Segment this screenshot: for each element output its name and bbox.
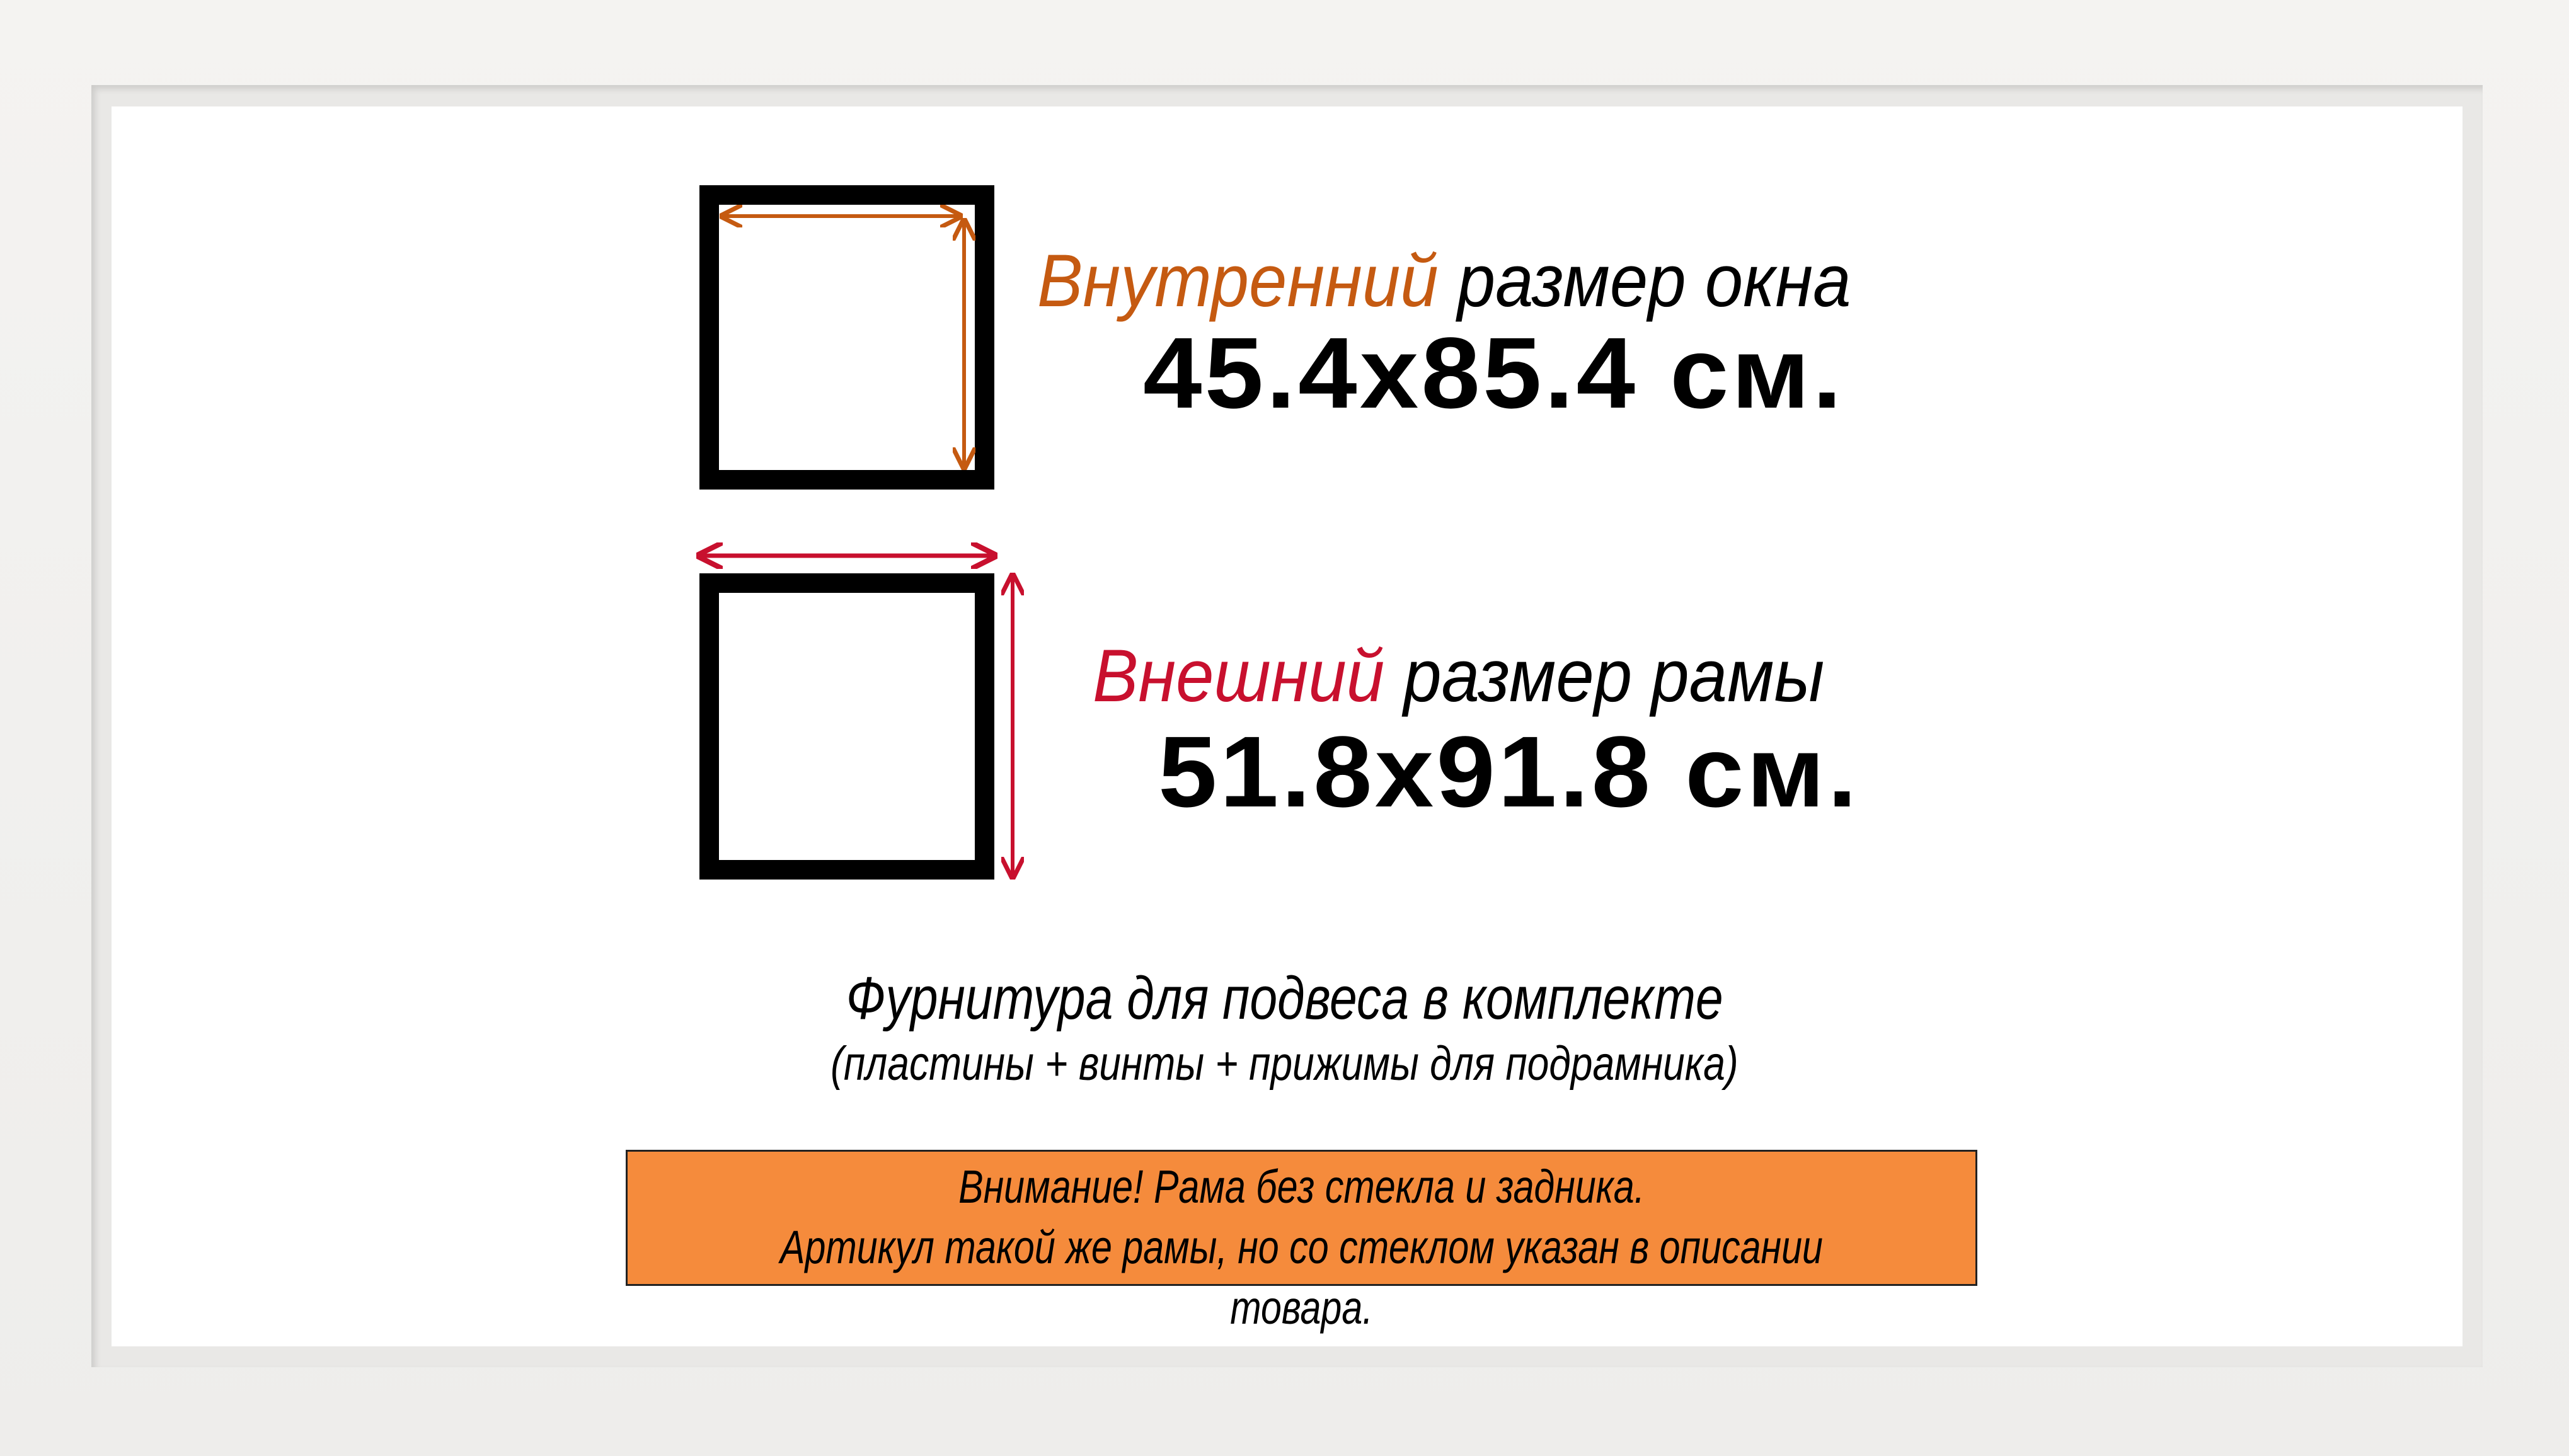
hardware-subtitle-text: (пластины + винты + прижимы для подрамни… xyxy=(830,1037,1739,1091)
hardware-subtitle: (пластины + винты + прижимы для подрамни… xyxy=(0,1036,2569,1091)
inner-label-accent: Внутренний xyxy=(1037,239,1439,323)
frame-window xyxy=(112,106,2463,1346)
inner-size-value: 45.4x85.4 см. xyxy=(1143,316,1845,429)
notice-line-2: Артикул такой же рамы, но со стеклом ука… xyxy=(628,1217,1975,1338)
hardware-title-text: Фурнитура для подвеса в комплекте xyxy=(846,965,1723,1032)
inner-label-rest: размер окна xyxy=(1457,239,1851,323)
hardware-title: Фурнитура для подвеса в комплекте xyxy=(0,964,2569,1033)
notice-line-1: Внимание! Рама без стекла и задника. xyxy=(628,1157,1975,1217)
outer-label-rest: размер рамы xyxy=(1403,634,1825,718)
outer-size-label: Внешний размер рамы xyxy=(1093,633,1824,719)
notice-line-2-text: Артикул такой же рамы, но со стеклом ука… xyxy=(780,1221,1823,1334)
inner-size-diagram xyxy=(699,185,994,490)
notice-box: Внимание! Рама без стекла и задника. Арт… xyxy=(626,1150,1977,1334)
outer-size-diagram xyxy=(699,573,994,880)
inner-size-label: Внутренний размер окна xyxy=(1037,238,1851,324)
outer-size-value: 51.8x91.8 см. xyxy=(1158,715,1860,828)
notice-line-1-text: Внимание! Рама без стекла и задника. xyxy=(958,1161,1645,1213)
outer-label-accent: Внешний xyxy=(1093,634,1385,718)
